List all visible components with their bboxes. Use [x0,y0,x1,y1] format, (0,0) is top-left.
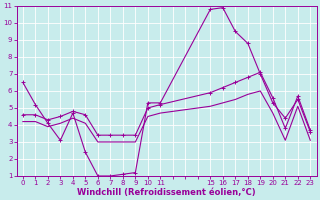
X-axis label: Windchill (Refroidissement éolien,°C): Windchill (Refroidissement éolien,°C) [77,188,256,197]
